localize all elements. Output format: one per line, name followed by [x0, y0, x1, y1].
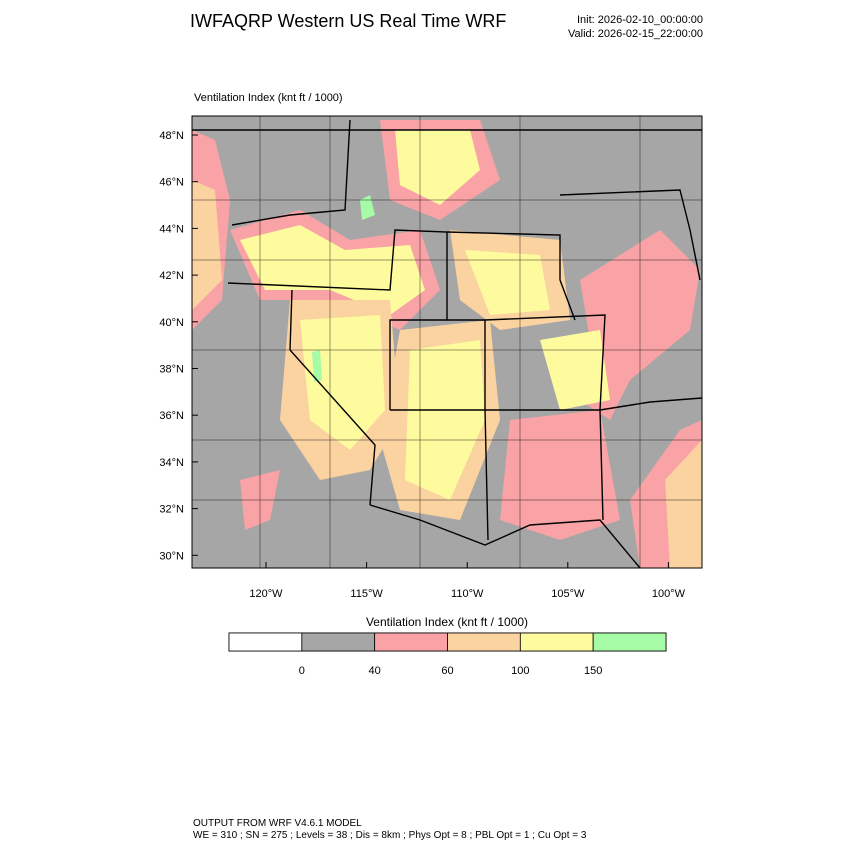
field-label: Ventilation Index (knt ft / 1000) — [194, 92, 343, 104]
lat-label: 34°N — [159, 457, 184, 469]
colorbar-tick-label: 60 — [441, 665, 453, 677]
colorbar-tick-label: 0 — [299, 665, 305, 677]
lat-label: 32°N — [159, 504, 184, 516]
lat-label: 48°N — [159, 130, 184, 142]
colorbar-label: Ventilation Index (knt ft / 1000) — [366, 615, 528, 629]
lon-label: 105°W — [551, 588, 585, 600]
init-time: Init: 2026-02-10_00:00:00 — [577, 14, 703, 26]
footer-line: OUTPUT FROM WRF V4.6.1 MODEL — [193, 818, 362, 829]
colorbar-tick-label: 150 — [584, 665, 602, 677]
lon-label: 110°W — [451, 588, 484, 600]
colorbar-tick-label: 100 — [511, 665, 529, 677]
colorbar-box — [228, 632, 303, 652]
colorbar-tick-label: 40 — [369, 665, 381, 677]
map — [191, 115, 703, 569]
colorbar-box — [592, 632, 667, 652]
lat-label: 42°N — [159, 270, 184, 282]
lat-label: 40°N — [159, 317, 184, 329]
lon-label: 120°W — [249, 588, 283, 600]
lat-label: 36°N — [159, 410, 184, 422]
colorbar-box — [447, 632, 521, 652]
lat-label: 38°N — [159, 364, 184, 376]
title: IWFAQRP Western US Real Time WRF — [190, 11, 506, 31]
colorbar-box — [301, 632, 376, 652]
footer-line: WE = 310 ; SN = 275 ; Levels = 38 ; Dis … — [193, 830, 587, 841]
lon-label: 100°W — [652, 588, 686, 600]
lat-label: 30°N — [159, 550, 184, 562]
colorbar-box — [374, 632, 448, 652]
lon-label: 115°W — [350, 588, 383, 600]
lat-label: 46°N — [159, 177, 184, 189]
valid-time: Valid: 2026-02-15_22:00:00 — [568, 28, 703, 40]
lat-label: 44°N — [159, 223, 184, 235]
colorbar-box — [519, 632, 594, 652]
